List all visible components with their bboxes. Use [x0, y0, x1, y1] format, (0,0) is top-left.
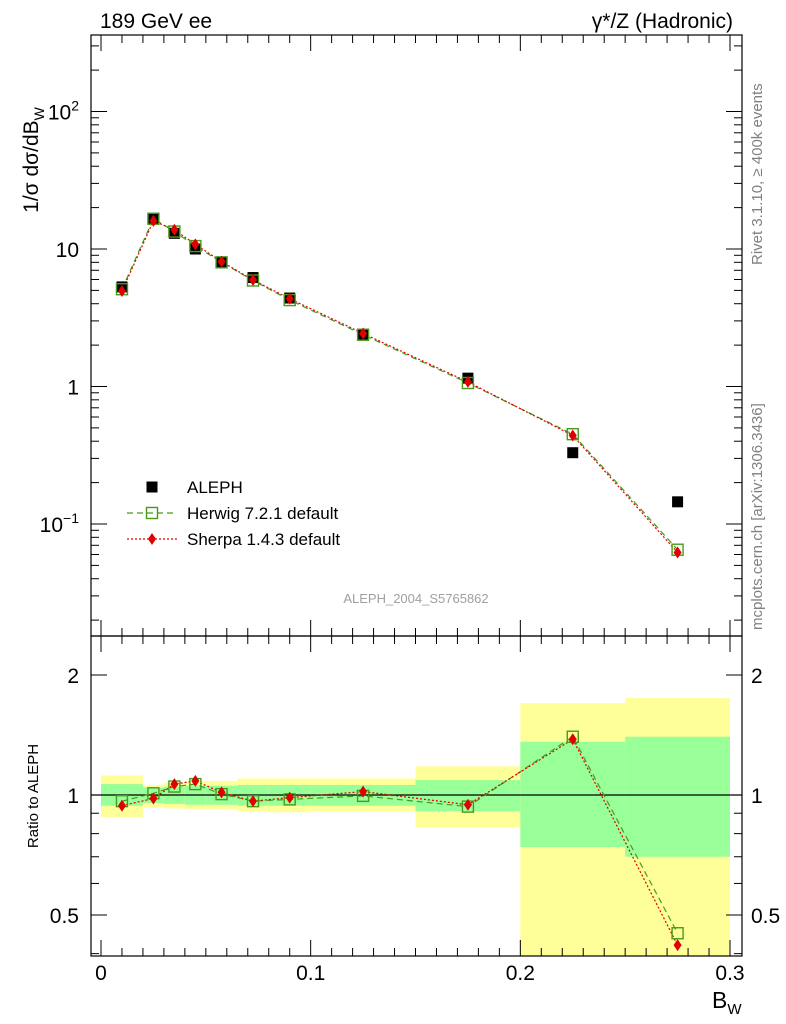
main-point-sherpa [191, 238, 200, 251]
main-point-sherpa [249, 274, 258, 287]
analysis-watermark: ALEPH_2004_S5765862 [343, 591, 488, 606]
legend-marker [145, 506, 159, 520]
ratio-inner-band [625, 736, 730, 857]
x-axis-label: BW [712, 987, 742, 1018]
ratio-y-tick-label: 0.5 [50, 905, 79, 928]
ratio-point-sherpa [170, 778, 179, 791]
main-point-sherpa [149, 214, 158, 227]
main-y-axis-label-text: 1/σ dσ/dBW [20, 106, 47, 212]
ratio-plot-panel: 0.5 0.5 1 1 2 2 0 0.1 0.2 0.3 Ratio to ALEPH BW [25, 635, 780, 1018]
main-y-tick-label: 1 [67, 377, 79, 400]
main-y-axis-label: 1/σ dσ/dBW [20, 106, 47, 212]
main-point-sherpa [568, 429, 577, 442]
main-point-sherpa [117, 284, 126, 297]
ratio-point-sherpa [673, 939, 682, 952]
x-tick-label: 0.2 [506, 962, 535, 985]
ratio-point-sherpa [463, 798, 472, 811]
main-point-sherpa [673, 546, 682, 559]
main-y-tick-label: 10 [56, 239, 79, 262]
legend-label: Sherpa 1.4.3 default [187, 530, 340, 549]
ratio-point-sherpa [359, 785, 368, 798]
ratio-y-tick-label: 1 [67, 785, 79, 808]
main-point-sherpa [170, 223, 179, 236]
rivet-version-label: Rivet 3.1.10, ≥ 400k events [749, 83, 766, 265]
main-point-sherpa [285, 292, 294, 305]
ratio-y-tick-label-right: 1 [751, 785, 763, 808]
x-tick-label: 0.1 [296, 962, 325, 985]
ratio-point-sherpa [117, 799, 126, 812]
x-tick-label: 0 [95, 962, 107, 985]
main-line-herwig [121, 217, 679, 551]
main-y-tick-label: 102 [48, 98, 79, 125]
ratio-y-axis-label: Ratio to ALEPH [25, 744, 42, 848]
main-line-sherpa [121, 220, 679, 553]
ratio-point-sherpa [217, 786, 226, 799]
main-plot-panel: 10−1 1 10 102 ALEPH_2004_S5765862 1/σ dσ/dB… [20, 34, 743, 637]
main-point-sherpa [463, 375, 472, 388]
legend-label: ALEPH [187, 478, 243, 497]
main-point-aleph [672, 496, 684, 508]
ratio-point-sherpa [249, 795, 258, 808]
ratio-y-tick-label-right: 2 [751, 665, 763, 688]
x-tick-label: 0.3 [715, 962, 744, 985]
legend-marker [148, 533, 156, 545]
ratio-point-sherpa [191, 774, 200, 787]
ratio-point-sherpa [568, 733, 577, 746]
header-left-label: 189 GeV ee [100, 10, 212, 33]
main-point-sherpa [217, 255, 226, 268]
x-axis-label-text: BW [712, 987, 742, 1018]
main-point-sherpa [359, 327, 368, 340]
main-point-aleph [567, 447, 579, 459]
ratio-point-sherpa [285, 791, 294, 804]
legend-marker [146, 481, 158, 493]
ratio-point-herwig [671, 927, 684, 940]
main-y-tick-label: 10−1 [40, 510, 80, 537]
header-right-label: γ*/Z (Hadronic) [592, 10, 733, 33]
ratio-plot-frame [90, 635, 743, 957]
legend: ALEPH Herwig 7.2.1 default Sherpa 1.4.3 de… [127, 478, 340, 549]
ratio-point-sherpa [149, 792, 158, 805]
ratio-y-tick-label-right: 0.5 [751, 905, 780, 928]
mcplots-source-label: mcplots.cern.ch [arXiv:1306.3436] [749, 403, 766, 630]
legend-label: Herwig 7.2.1 default [187, 504, 338, 523]
ratio-y-tick-label: 2 [67, 665, 79, 688]
